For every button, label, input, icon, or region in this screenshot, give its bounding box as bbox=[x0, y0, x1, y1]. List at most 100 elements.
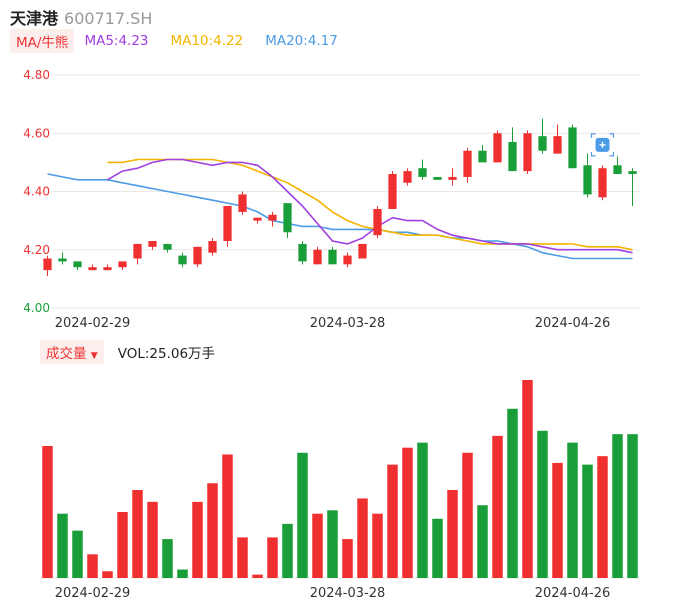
marker-cross bbox=[599, 141, 606, 148]
volume-bar bbox=[297, 452, 308, 578]
volume-bar bbox=[42, 446, 53, 578]
price-tick-label: 4.00 bbox=[23, 301, 50, 315]
volume-bar bbox=[252, 574, 263, 578]
candle-body bbox=[103, 267, 112, 271]
candle-body bbox=[253, 217, 262, 221]
ma5-label: MA5:4.23 bbox=[84, 33, 149, 49]
ma20-label: MA20:4.17 bbox=[265, 33, 338, 49]
volume-bar bbox=[447, 490, 458, 578]
candle-body bbox=[208, 241, 217, 253]
ma5-line bbox=[107, 158, 633, 254]
candle-body bbox=[238, 194, 247, 212]
price-tick-label: 4.40 bbox=[23, 185, 50, 199]
chevron-down-icon: ▼ bbox=[90, 351, 98, 361]
price-tick-label: 4.80 bbox=[23, 68, 50, 82]
candle-body bbox=[148, 241, 157, 247]
volume-bar bbox=[492, 435, 503, 578]
volume-bar bbox=[327, 510, 338, 578]
candle-body bbox=[328, 249, 337, 265]
candle-body bbox=[358, 243, 367, 259]
candle-body bbox=[628, 171, 637, 175]
volume-bar bbox=[72, 530, 83, 578]
volume-bar bbox=[192, 501, 203, 578]
price-tick-label: 4.60 bbox=[23, 126, 50, 140]
volume-bar bbox=[462, 452, 473, 578]
candle-body bbox=[523, 133, 532, 172]
candle-body bbox=[418, 168, 427, 177]
ma10-line bbox=[107, 158, 633, 251]
candle-body bbox=[118, 261, 127, 268]
volume-bar bbox=[177, 569, 188, 578]
volume-bar bbox=[552, 462, 563, 578]
volume-bar bbox=[102, 571, 113, 578]
candle-body bbox=[343, 255, 352, 265]
volume-bar bbox=[357, 498, 368, 578]
candle-body bbox=[178, 255, 187, 265]
volume-bar bbox=[627, 434, 638, 578]
candle-body bbox=[478, 150, 487, 163]
volume-bar bbox=[372, 513, 383, 578]
volume-bar bbox=[87, 554, 98, 578]
date-tick-label: 2024-04-26 bbox=[535, 316, 611, 331]
volume-bar bbox=[417, 442, 428, 578]
candle-body bbox=[403, 171, 412, 183]
volume-bar bbox=[537, 430, 548, 578]
candle-body bbox=[373, 208, 382, 236]
crosshair-marker-icon[interactable] bbox=[590, 133, 615, 157]
volume-bar bbox=[312, 513, 323, 578]
volume-bar bbox=[522, 380, 533, 578]
price-tick-label: 4.20 bbox=[23, 243, 50, 257]
ma10-label: MA10:4.22 bbox=[170, 33, 244, 49]
candle-body bbox=[613, 165, 622, 175]
stock-header: 天津港 600717.SH bbox=[10, 5, 152, 29]
volume-bar bbox=[57, 513, 68, 578]
volume-bar bbox=[582, 464, 593, 578]
volume-legend: 成交量 ▼ VOL:25.06万手 bbox=[40, 340, 216, 364]
volume-bar bbox=[147, 501, 158, 578]
stock-code: 600717.SH bbox=[64, 9, 153, 28]
ma20-line bbox=[47, 173, 633, 260]
date-tick-label: 2024-03-28 bbox=[310, 316, 386, 331]
candle-body bbox=[268, 214, 277, 221]
candle-body bbox=[448, 176, 457, 180]
volume-value: VOL:25.06万手 bbox=[117, 346, 216, 362]
candle-body bbox=[493, 133, 502, 163]
volume-bar bbox=[567, 442, 578, 578]
volume-indicator-selector[interactable]: 成交量 ▼ bbox=[40, 340, 104, 364]
volume-bar bbox=[282, 523, 293, 578]
volume-bar bbox=[342, 539, 353, 578]
volume-bar bbox=[237, 537, 248, 578]
candle-body bbox=[583, 165, 592, 195]
volume-bar bbox=[507, 408, 518, 578]
volume-bar bbox=[402, 447, 413, 578]
candle-body bbox=[298, 243, 307, 262]
candle-body bbox=[538, 136, 547, 151]
candle-body bbox=[88, 267, 97, 271]
volume-bar bbox=[207, 483, 218, 578]
volume-bar bbox=[162, 539, 173, 578]
candle-body bbox=[58, 258, 67, 262]
candle-body bbox=[43, 258, 52, 271]
candle-body bbox=[568, 127, 577, 169]
volume-date-tick-label: 2024-03-28 bbox=[310, 586, 386, 601]
stock-name: 天津港 bbox=[10, 9, 59, 28]
volume-tag-label: 成交量 bbox=[46, 346, 87, 362]
volume-bar bbox=[132, 490, 143, 578]
candle-body bbox=[508, 141, 517, 172]
volume-bar bbox=[117, 512, 128, 578]
volume-bar bbox=[387, 464, 398, 578]
candle-body bbox=[463, 150, 472, 177]
volume-date-tick-label: 2024-04-26 bbox=[535, 586, 611, 601]
candle-body bbox=[598, 168, 607, 198]
candle-body bbox=[73, 261, 82, 268]
volume-bar bbox=[267, 537, 278, 578]
candle-body bbox=[223, 206, 232, 242]
candle-body bbox=[193, 246, 202, 265]
ma-indicator-selector[interactable]: MA/牛熊 bbox=[10, 29, 75, 53]
date-tick-label: 2024-02-29 bbox=[55, 316, 131, 331]
candle-body bbox=[283, 203, 292, 233]
candle-body bbox=[313, 249, 322, 265]
marker-corners bbox=[590, 133, 615, 157]
candle-body bbox=[388, 174, 397, 209]
